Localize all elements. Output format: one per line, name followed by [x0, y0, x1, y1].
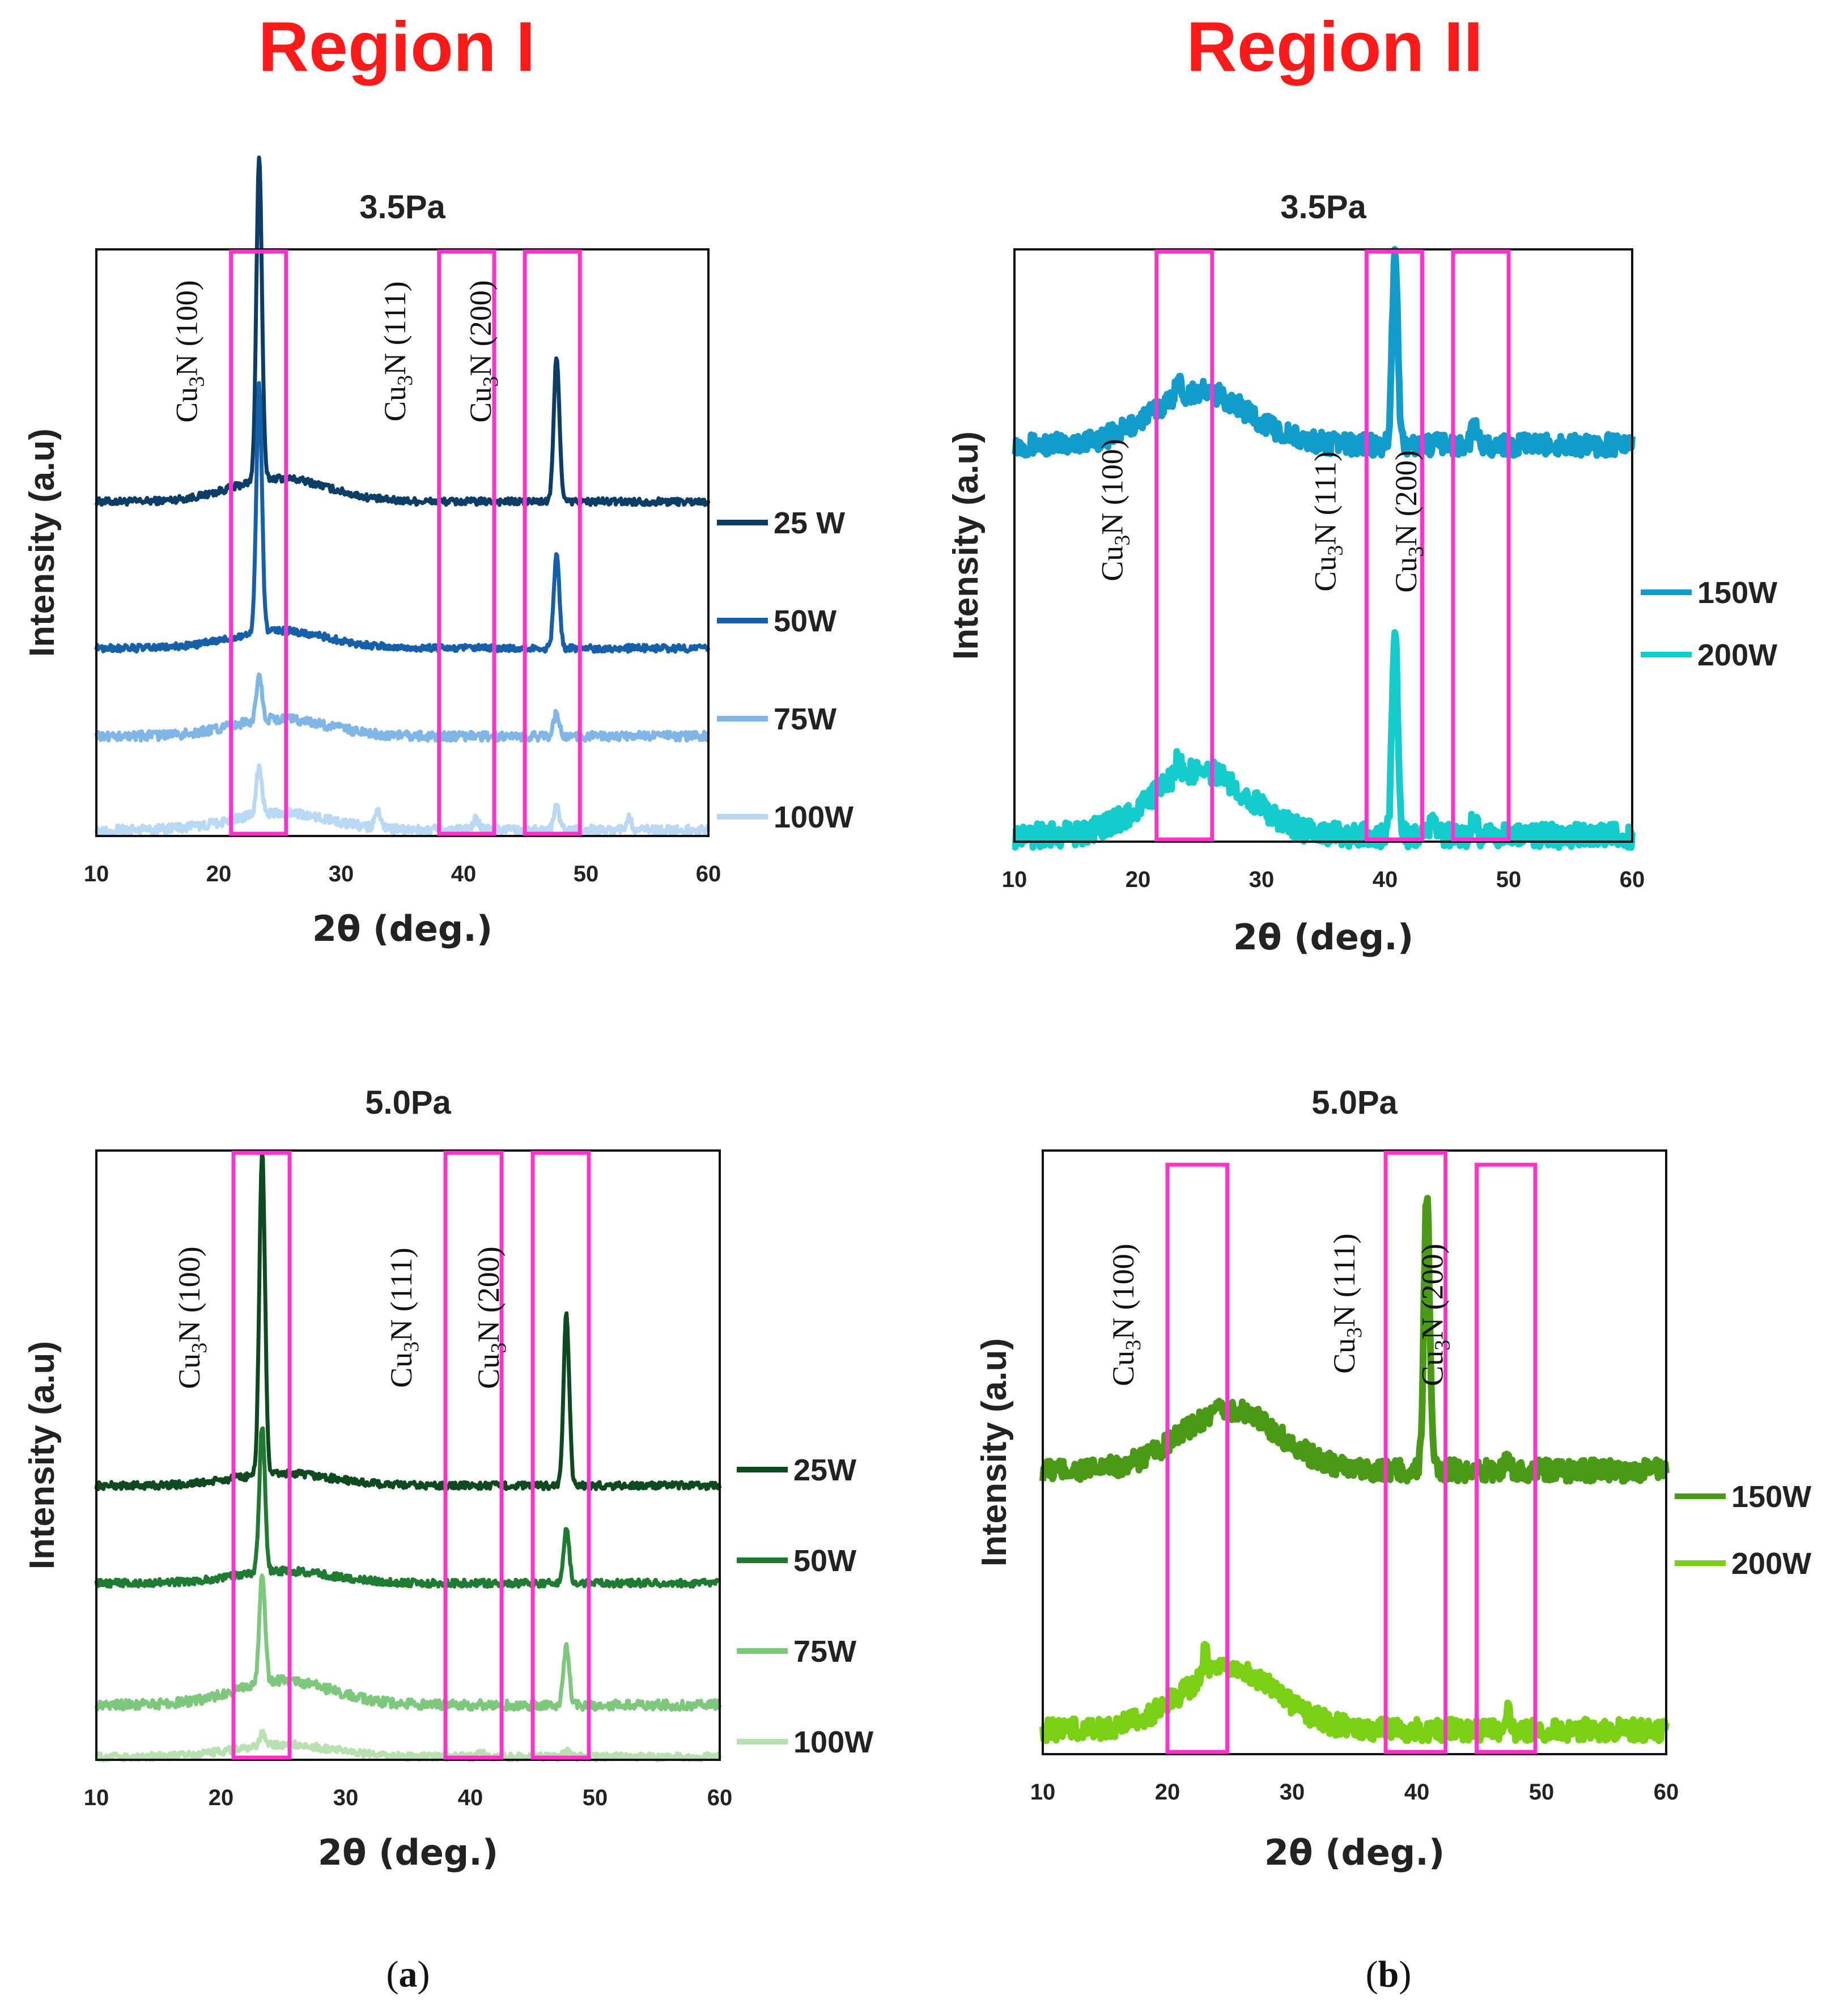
peak-box	[530, 1151, 591, 1760]
x-tick-label: 20	[206, 861, 232, 886]
series-line-0	[94, 1151, 722, 1492]
series-line-1	[1012, 629, 1636, 851]
x-tick-label: 50	[574, 861, 599, 886]
peak-box	[1364, 249, 1424, 842]
peak-label: Cu3N (111)	[384, 1247, 423, 1388]
x-tick-label: 40	[458, 1785, 483, 1810]
panel-label-b: (b)	[1366, 1954, 1412, 1995]
peak-label: Cu3N (200)	[1389, 450, 1428, 593]
panel-label-a: (a)	[387, 1954, 430, 1995]
x-axis-label: 2θ (deg.)	[1233, 916, 1413, 958]
series-line-0	[1039, 1195, 1670, 1485]
chart-a-bottom: 5.0Pa Cu3N (100) Cu3N (111) Cu3N (200) 10 20 3…	[23, 1084, 873, 1873]
x-tick-label: 20	[1155, 1780, 1180, 1805]
x-tick-label: 30	[333, 1785, 359, 1810]
plot-frame	[1013, 248, 1633, 843]
x-tick-label: 10	[84, 861, 109, 886]
y-axis-label: Intensity (a.u)	[23, 428, 62, 657]
series-line-1	[94, 1426, 721, 1589]
y-axis-label: Intensity (a.u)	[946, 431, 986, 660]
peak-box	[1383, 1151, 1448, 1754]
series-line-1	[1039, 1641, 1670, 1745]
peak-box	[231, 1151, 292, 1760]
x-tick-label: 10	[1030, 1780, 1056, 1805]
plot-frame	[95, 1149, 721, 1761]
chart-a-top: 3.5Pa Cu3N (100) Cu3N (111) Cu3N (200) 10 20 3…	[23, 155, 853, 949]
x-tick-label: 30	[329, 861, 354, 886]
region-i-title: Region I	[258, 8, 535, 86]
chart-title: 3.5Pa	[1280, 189, 1366, 226]
peak-label: Cu3N (100)	[172, 1246, 211, 1389]
plot-frame	[1042, 1149, 1667, 1755]
panel-label-b-letter: b	[1378, 1954, 1399, 1995]
peak-label: Cu3N (200)	[472, 1246, 511, 1389]
y-axis-label: Intensity (a.u)	[975, 1338, 1014, 1567]
peak-label: Cu3N (111)	[378, 281, 417, 422]
chart-b-top: 3.5Pa Cu3N (100) Cu3N (111) Cu3N (200) 10 20 3…	[946, 189, 1777, 958]
x-tick-label: 50	[583, 1785, 608, 1810]
x-tick-label: 20	[209, 1785, 234, 1810]
x-tick-label: 30	[1249, 867, 1275, 892]
x-tick-label: 50	[1529, 1780, 1555, 1805]
y-axis-label: Intensity (a.u)	[23, 1341, 62, 1569]
peak-label: Cu3N (100)	[1106, 1243, 1145, 1386]
plot-frame	[95, 248, 710, 837]
legend-label: 200W	[1731, 1547, 1811, 1581]
peak-box	[1154, 249, 1214, 842]
chart-title: 5.0Pa	[1311, 1084, 1398, 1121]
x-tick-label: 60	[707, 1785, 733, 1810]
peak-box	[437, 249, 496, 836]
x-tick-label: 10	[84, 1785, 109, 1810]
x-tick-label: 10	[1002, 867, 1027, 892]
x-tick-label: 40	[1373, 867, 1398, 892]
x-tick-label: 40	[451, 861, 477, 886]
x-tick-label: 40	[1404, 1780, 1430, 1805]
x-tick-label: 30	[1280, 1780, 1305, 1805]
peak-label: Cu3N (100)	[170, 280, 209, 423]
series-line-2	[94, 672, 711, 743]
x-axis-label: 2θ (deg.)	[312, 908, 492, 949]
x-axis-label: 2θ (deg.)	[1264, 1832, 1445, 1873]
region-ii-title: Region II	[1186, 8, 1483, 86]
legend-label: 75W	[774, 702, 836, 736]
panel-label-a-letter: a	[399, 1954, 418, 1995]
peak-box	[1165, 1162, 1230, 1754]
legend-label: 25 W	[774, 506, 845, 540]
x-tick-label: 20	[1126, 867, 1151, 892]
legend-label: 100W	[793, 1725, 873, 1759]
series-line-3	[94, 763, 711, 837]
series-line-1	[94, 381, 711, 654]
x-tick-label: 60	[696, 861, 721, 886]
peak-label: Cu3N (111)	[1308, 451, 1347, 592]
chart-title: 3.5Pa	[359, 189, 445, 226]
legend-label: 25W	[793, 1453, 856, 1487]
x-tick-label: 60	[1620, 867, 1645, 892]
legend-label: 150W	[1731, 1480, 1811, 1514]
chart-title: 5.0Pa	[365, 1084, 451, 1121]
series-line-0	[94, 155, 711, 507]
series-line-0	[1011, 246, 1636, 459]
peak-label: Cu3N (100)	[1095, 439, 1135, 582]
peak-box	[1475, 1162, 1538, 1754]
peak-label: Cu3N (200)	[1416, 1243, 1455, 1386]
peak-box	[1451, 249, 1511, 842]
legend-label: 75W	[793, 1635, 856, 1669]
x-tick-label: 60	[1654, 1780, 1679, 1805]
peak-box	[229, 249, 288, 836]
legend-label: 50W	[793, 1544, 856, 1578]
peak-label: Cu3N (200)	[464, 280, 503, 423]
x-axis-label: 2θ (deg.)	[318, 1832, 498, 1873]
legend-label: 50W	[774, 604, 836, 638]
legend-label: 200W	[1697, 638, 1777, 672]
legend-label: 150W	[1697, 576, 1777, 610]
peak-label: Cu3N (111)	[1327, 1233, 1366, 1374]
peak-box	[523, 249, 582, 836]
peak-box	[443, 1151, 504, 1760]
series-line-2	[94, 1573, 722, 1712]
chart-b-bottom: 5.0Pa Cu3N (100) Cu3N (111) Cu3N (200) 10 20 3…	[975, 1084, 1811, 1873]
series-line-3	[94, 1729, 722, 1763]
legend-label: 100W	[774, 800, 853, 834]
x-tick-label: 50	[1496, 867, 1522, 892]
